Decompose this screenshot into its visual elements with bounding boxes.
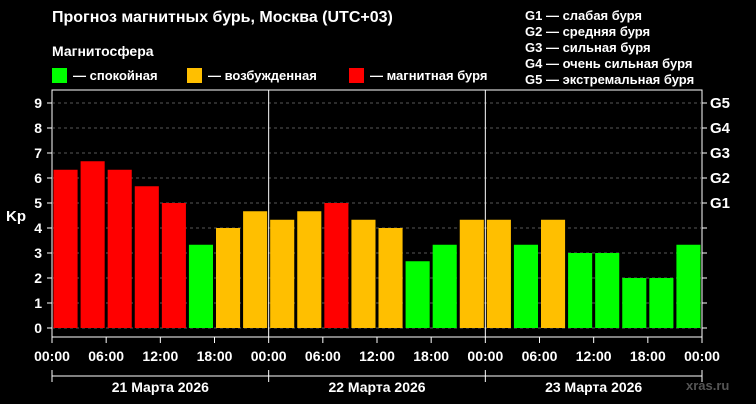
g-scale-item: G2 — средняя буря bbox=[525, 24, 651, 39]
y-tick-label: 1 bbox=[34, 295, 42, 311]
kp-bar bbox=[378, 228, 403, 328]
day-label: 22 Марта 2026 bbox=[328, 379, 425, 395]
legend-item-quiet: — спокойная bbox=[52, 68, 158, 83]
x-tick-label: 00:00 bbox=[467, 348, 503, 364]
legend-label-active: — возбужденная bbox=[208, 68, 317, 83]
x-tick-label: 12:00 bbox=[359, 348, 395, 364]
y-tick-label: 3 bbox=[34, 245, 42, 261]
day-label: 23 Марта 2026 bbox=[545, 379, 642, 395]
kp-bar bbox=[622, 278, 647, 328]
kp-bar bbox=[486, 219, 511, 328]
y-axis-title: Kp bbox=[6, 208, 26, 225]
x-tick-label: 06:00 bbox=[305, 348, 341, 364]
kp-bar bbox=[405, 261, 430, 328]
x-tick-label: 18:00 bbox=[197, 348, 233, 364]
y-tick-label: 8 bbox=[34, 120, 42, 136]
day-label: 21 Марта 2026 bbox=[112, 379, 209, 395]
kp-bar bbox=[80, 161, 105, 328]
x-tick-label: 12:00 bbox=[576, 348, 612, 364]
g-tick-label: G2 bbox=[710, 170, 730, 187]
kp-bar bbox=[459, 219, 484, 328]
kp-bar bbox=[107, 169, 132, 328]
g-scale-item: G1 — слабая буря bbox=[525, 8, 643, 23]
kp-bar bbox=[216, 228, 241, 328]
y-tick-label: 7 bbox=[34, 145, 42, 161]
chart-subtitle: Магнитосфера bbox=[52, 43, 154, 59]
legend-item-active: — возбужденная bbox=[187, 68, 317, 83]
kp-bar bbox=[134, 186, 159, 328]
kp-bar bbox=[270, 219, 295, 328]
kp-bar bbox=[324, 203, 349, 328]
g-scale-item: G4 — очень сильная буря bbox=[525, 56, 693, 71]
kp-bar bbox=[53, 169, 78, 328]
legend: — спокойная — возбужденная — магнитная б… bbox=[0, 68, 756, 88]
legend-swatch-storm bbox=[349, 68, 364, 83]
kp-bar bbox=[676, 244, 701, 328]
legend-label-quiet: — спокойная bbox=[73, 68, 158, 83]
y-tick-label: 0 bbox=[34, 320, 42, 336]
g-tick-label: G5 bbox=[710, 95, 730, 112]
g-scale-item: G5 — экстремальная буря bbox=[525, 72, 695, 87]
y-tick-label: 2 bbox=[34, 270, 42, 286]
x-tick-label: 06:00 bbox=[522, 348, 558, 364]
kp-bar bbox=[541, 219, 566, 328]
kp-bar bbox=[243, 211, 268, 328]
chart-title: Прогноз магнитных бурь, Москва (UTC+03) bbox=[52, 9, 393, 26]
kp-bar bbox=[188, 244, 213, 328]
kp-bar bbox=[568, 253, 593, 328]
g-scale-legend: G1 — слабая буря G2 — средняя буря G3 — … bbox=[525, 8, 694, 88]
y-tick-label: 5 bbox=[34, 195, 42, 211]
x-tick-label: 00:00 bbox=[34, 348, 70, 364]
kp-bar bbox=[649, 278, 674, 328]
g-tick-label: G4 bbox=[710, 120, 731, 137]
watermark: xras.ru bbox=[686, 378, 730, 393]
kp-bar bbox=[432, 244, 457, 328]
legend-swatch-active bbox=[187, 68, 202, 83]
y-tick-label: 9 bbox=[34, 95, 42, 111]
g-tick-label: G1 bbox=[710, 195, 730, 212]
x-tick-label: 00:00 bbox=[251, 348, 287, 364]
x-tick-label: 06:00 bbox=[88, 348, 124, 364]
kp-bar bbox=[595, 253, 620, 328]
y-tick-label: 6 bbox=[34, 170, 42, 186]
kp-bar bbox=[351, 219, 376, 328]
x-tick-label: 12:00 bbox=[142, 348, 178, 364]
legend-label-storm: — магнитная буря bbox=[370, 68, 488, 83]
x-tick-label: 00:00 bbox=[684, 348, 720, 364]
x-tick-label: 18:00 bbox=[630, 348, 666, 364]
kp-bar bbox=[297, 211, 322, 328]
g-scale-item: G3 — сильная буря bbox=[525, 40, 651, 55]
y-tick-label: 4 bbox=[34, 220, 42, 236]
kp-bar bbox=[513, 244, 538, 328]
g-tick-label: G3 bbox=[710, 145, 730, 162]
legend-item-storm: — магнитная буря bbox=[349, 68, 487, 83]
kp-bar bbox=[161, 203, 186, 328]
legend-swatch-quiet bbox=[52, 68, 67, 83]
x-tick-label: 18:00 bbox=[413, 348, 449, 364]
